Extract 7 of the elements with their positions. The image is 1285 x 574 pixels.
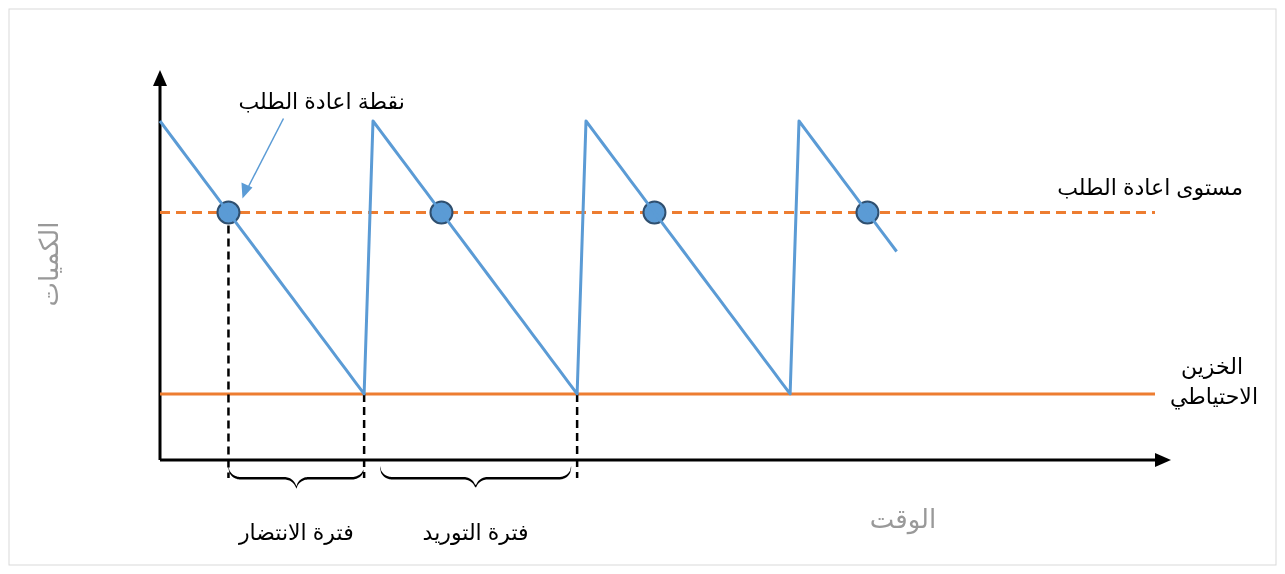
text: نقطة اعادة الطلب xyxy=(238,88,405,114)
text: فترة التوريد xyxy=(422,520,529,545)
text: فترة الانتضار xyxy=(237,520,354,545)
x-axis-title: الوقت xyxy=(869,504,937,535)
y-axis-title: الكميات xyxy=(34,221,64,307)
ref-line-label: مستوى اعادة الطلب xyxy=(1057,174,1243,200)
ref-line-label: الخزين الاحتياطي xyxy=(1169,353,1258,410)
